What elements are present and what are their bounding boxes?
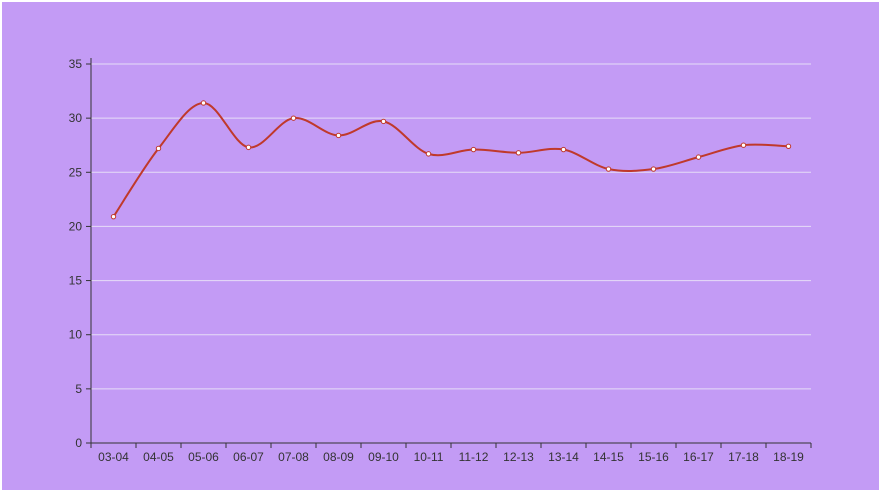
data-point [470,146,477,153]
x-tick-label: 08-09 [323,450,354,464]
x-axis: 03-04 04-05 05-06 06-07 07-08 08-09 09-10 10-11… [90,442,812,464]
y-tick-label: 25 [69,165,83,179]
data-point [425,151,432,157]
x-tick-label: 11-12 [459,450,489,464]
data-point [740,142,747,148]
y-tick-label: 5 [75,382,82,396]
x-tick-label: 03-04 [98,450,129,464]
x-tick-label: 13-14 [548,450,579,464]
x-tick-label: 04-05 [143,450,174,464]
x-tick-label: 15-16 [638,450,669,464]
y-tick-label: 35 [69,57,83,71]
data-point [560,146,567,153]
series-line [112,101,789,218]
x-tick-label: 16-17 [683,450,714,464]
x-tick-label: 18-19 [773,450,804,464]
data-point [335,132,342,139]
x-tick-label: 14-15 [593,450,624,464]
x-tick-label: 05-06 [188,450,219,464]
data-point [290,115,297,121]
data-point [245,144,252,151]
x-tick-label: 09-10 [368,450,399,464]
y-tick-label: 30 [69,111,83,125]
data-point [380,118,387,125]
x-tick-label: 06-07 [233,450,264,464]
grid-lines [91,63,811,390]
y-tick-label: 20 [69,219,83,233]
data-point [605,166,612,172]
data-point [110,213,117,220]
data-point [695,154,702,160]
y-tick-label: 0 [75,436,82,450]
y-tick-label: 10 [69,328,83,342]
data-point [155,145,162,152]
data-point [200,100,207,106]
data-point [515,150,522,156]
data-point [785,143,792,149]
x-tick-label: 10-11 [414,450,444,464]
x-tick-label: 17-18 [728,450,759,464]
x-tick-label: 12-13 [503,450,534,464]
y-tick-label: 15 [69,274,83,288]
data-point [650,166,657,172]
series-group [110,100,792,220]
x-tick-label: 07-08 [278,450,309,464]
y-axis: 0 5 10 15 20 25 30 35 [69,57,92,450]
